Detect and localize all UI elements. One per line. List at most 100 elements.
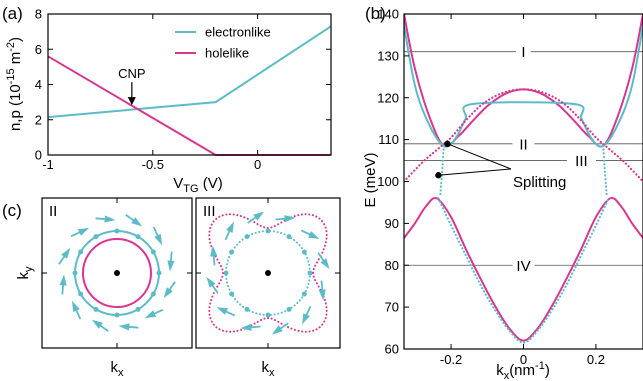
label-part: (nm	[509, 362, 535, 379]
x-axis-label-b: kx(nm-1)	[496, 360, 550, 381]
splitting-pointer	[438, 168, 512, 176]
ytick-label-b: 80	[385, 258, 399, 273]
contour-point	[301, 249, 307, 255]
label-part: -15	[5, 68, 17, 84]
contour-point	[150, 291, 156, 297]
level-label-II: II	[519, 136, 527, 153]
spin-arrow-head	[144, 310, 157, 319]
band-curve-5	[439, 144, 445, 198]
series-line-holelike	[47, 55, 331, 156]
ytick-label-b: 60	[385, 342, 399, 357]
spin-arrow-head	[91, 319, 103, 329]
spin-arrow-head	[253, 211, 265, 221]
level-label-bg	[566, 152, 596, 169]
label-part: m	[7, 52, 24, 69]
spin-arrow-head	[61, 247, 71, 259]
subpanel-II: II kx	[41, 197, 193, 379]
legend-label-electronlike: electronlike	[205, 25, 271, 40]
spin-arrow-head	[240, 323, 252, 331]
k-origin-dot	[265, 270, 271, 276]
xtick-label-b: -0.2	[440, 352, 462, 367]
contour-point	[265, 312, 271, 318]
annotation-arrow-head	[127, 97, 136, 106]
legend-label-holelike: holelike	[205, 46, 249, 61]
subpanel-label-II: II	[49, 203, 57, 220]
panel-label-b: (b)	[365, 4, 386, 23]
label-part: TG	[183, 183, 198, 195]
band-curve-1	[404, 14, 643, 148]
spin-arrow-head	[226, 221, 234, 233]
label-part: (V)	[199, 175, 223, 192]
contour-point	[156, 270, 162, 276]
spin-arrow-head	[206, 276, 216, 288]
contour-point	[114, 312, 120, 318]
spin-arrow-head	[308, 231, 320, 239]
spin-arrow-head	[131, 217, 143, 227]
ytick-label-b: 140	[377, 7, 399, 22]
label-part: k	[262, 359, 270, 376]
label-part: k	[496, 362, 504, 379]
splitting-pointer	[447, 143, 512, 170]
contour-point	[307, 270, 313, 276]
splitting-point-marker	[435, 172, 442, 179]
ytick-label-b: 120	[377, 90, 399, 105]
panel-label-a: (a)	[2, 4, 23, 23]
contour-point	[229, 291, 235, 297]
contour-point	[93, 306, 99, 312]
contour-point	[286, 234, 292, 240]
y-axis-label-b: E (meV)	[362, 152, 379, 207]
ytick-label-b: 130	[377, 48, 399, 63]
xtick-label-a: 0	[254, 157, 261, 172]
label-part: -2	[5, 42, 17, 52]
spin-arrow-head	[216, 307, 228, 315]
label-part: k	[111, 359, 119, 376]
spin-arrow-head	[118, 323, 130, 331]
band-curve-0	[404, 196, 643, 342]
subpanel-label-III: III	[203, 203, 216, 220]
ytick-label-b: 110	[378, 132, 399, 147]
label-part: )	[545, 362, 550, 379]
spin-arrow-head	[167, 260, 175, 272]
x-axis-label-a: VTG (V)	[173, 175, 222, 195]
band-curve-2	[404, 18, 643, 148]
contour-point	[229, 249, 235, 255]
ytick-label-b: 70	[385, 300, 399, 315]
xtick-label-a: -1	[42, 157, 54, 172]
plot-frame-a	[47, 13, 332, 156]
spin-arrow-head	[320, 258, 330, 270]
splitting-point-marker	[444, 140, 451, 148]
plot-area-b	[404, 14, 643, 344]
contour-point	[286, 306, 292, 312]
spin-arrow-head	[302, 313, 310, 325]
contour-point	[72, 270, 78, 276]
series-line-electronlike	[47, 25, 332, 119]
k-origin-dot	[114, 270, 120, 276]
x-axis-label-c: kx	[262, 359, 276, 379]
label-part: V	[173, 175, 183, 192]
contour-point	[265, 228, 271, 234]
spin-arrow-head	[59, 274, 67, 286]
label-part: k	[15, 272, 32, 280]
band-curve-6	[602, 144, 608, 198]
contour-point	[93, 234, 99, 240]
y-axis-label-c: ky	[15, 266, 35, 280]
subpanel-III: III kx	[195, 197, 341, 379]
ytick-label-a: 0	[35, 148, 42, 163]
xtick-label-b: 0.2	[587, 352, 605, 367]
spin-arrow-head	[104, 215, 116, 223]
spin-arrow-head	[210, 245, 218, 257]
label-part: )	[7, 37, 24, 42]
band-curve-4	[437, 197, 610, 344]
level-label-bg	[516, 43, 531, 60]
contour-point	[301, 291, 307, 297]
spin-arrow-head	[71, 300, 80, 313]
contour-holelike	[82, 238, 152, 308]
annotation-splitting: Splitting	[513, 174, 566, 191]
level-label-bg	[512, 257, 535, 274]
contour-point	[78, 291, 84, 297]
spin-arrow-head	[284, 215, 296, 223]
ytick-label-b: 100	[377, 174, 399, 189]
contour-point	[78, 249, 84, 255]
